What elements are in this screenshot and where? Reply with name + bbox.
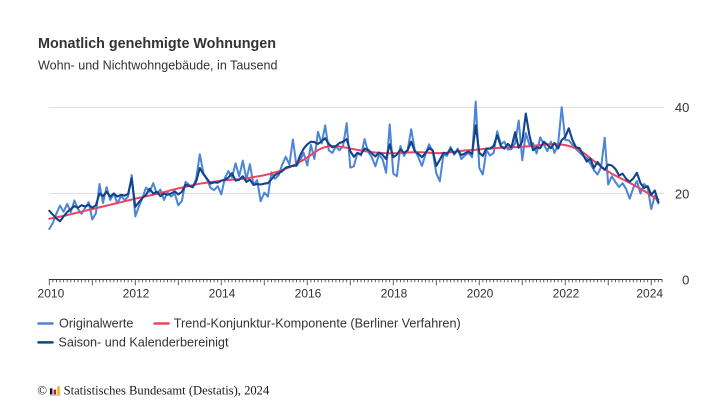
svg-text:2010: 2010 (38, 287, 65, 301)
svg-text:Originalwerte: Originalwerte (59, 317, 133, 331)
svg-text:Saison- und Kalenderbereinigt: Saison- und Kalenderbereinigt (58, 336, 229, 350)
svg-text:2022: 2022 (553, 287, 580, 301)
svg-text:20: 20 (675, 186, 689, 201)
svg-text:Trend-Konjunktur-Komponente (B: Trend-Konjunktur-Komponente (Berliner Ve… (174, 317, 461, 331)
svg-text:Statistisches Bundesamt (Desta: Statistisches Bundesamt (Destatis), 2024 (64, 384, 270, 398)
svg-text:0: 0 (682, 273, 689, 288)
svg-text:2012: 2012 (123, 287, 150, 301)
svg-text:©: © (37, 383, 47, 398)
svg-text:2020: 2020 (467, 287, 494, 301)
svg-text:Monatlich genehmigte Wohnungen: Monatlich genehmigte Wohnungen (38, 36, 276, 52)
svg-text:40: 40 (675, 100, 689, 115)
svg-text:2024: 2024 (636, 287, 663, 301)
svg-text:Wohn- und Nichtwohngebäude, in: Wohn- und Nichtwohngebäude, in Tausend (38, 58, 278, 72)
svg-text:2018: 2018 (381, 287, 408, 301)
svg-text:2016: 2016 (295, 287, 322, 301)
svg-text:2014: 2014 (209, 287, 236, 301)
